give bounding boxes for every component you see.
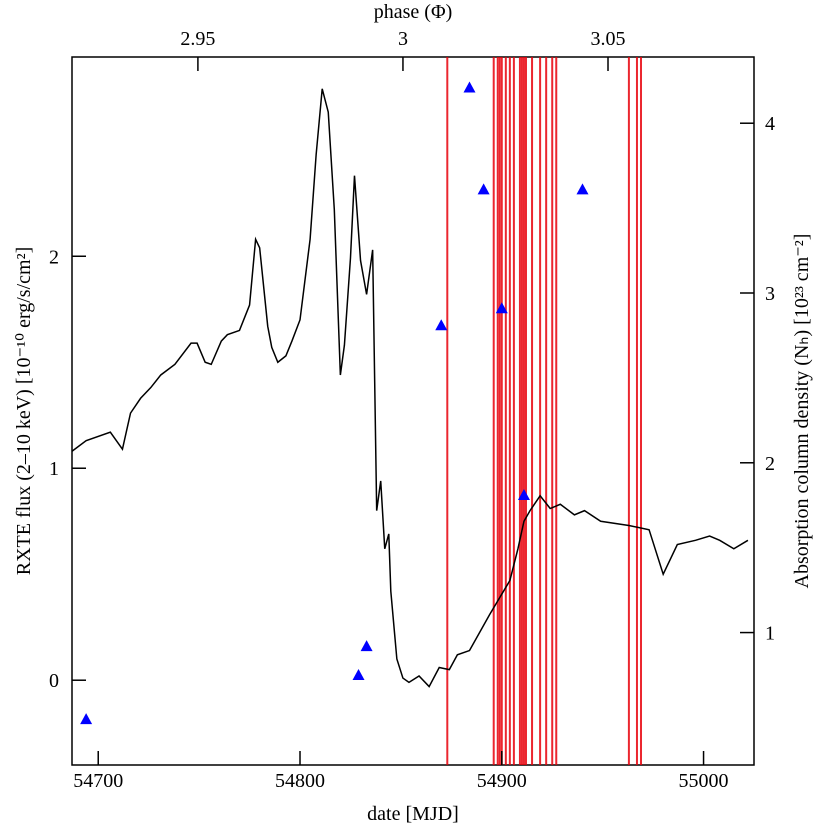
y2-tick-label: 2 [765,453,775,475]
triangle-marker [495,302,508,314]
x2-tick-label: 2.95 [180,28,215,50]
y2-tick-label: 3 [765,283,775,305]
triangle-marker [576,183,589,195]
top-axis-label: phase (Φ) [374,1,452,23]
x-axis-label: date [MJD] [367,803,459,825]
triangle-marker [463,81,476,93]
y2-axis-label: Absorption column density (Nₕ) [10²³ cm⁻… [791,234,813,589]
plot-frame [71,56,755,766]
flux-line [71,88,749,688]
x-tick-label: 54900 [477,770,527,792]
x-tick-label: 54700 [73,770,123,792]
y2-tick-label: 1 [765,623,775,645]
y2-tick-label: 4 [765,113,775,135]
x2-tick-label: 3.05 [591,28,626,50]
y-tick-label: 2 [49,246,59,268]
triangle-marker [435,319,448,331]
triangle-marker [80,713,93,725]
y-tick-label: 1 [49,458,59,480]
triangle-marker [360,640,373,652]
triangle-marker [352,669,365,681]
x-tick-label: 55000 [679,770,729,792]
triangle-marker [477,183,490,195]
y-tick-label: 0 [49,670,59,692]
triangle-marker [517,489,530,501]
x2-tick-label: 3 [398,28,408,50]
x-tick-label: 54800 [275,770,325,792]
y-axis-label: RXTE flux (2–10 keV) [10⁻¹⁰ erg/s/cm²] [13,247,35,575]
